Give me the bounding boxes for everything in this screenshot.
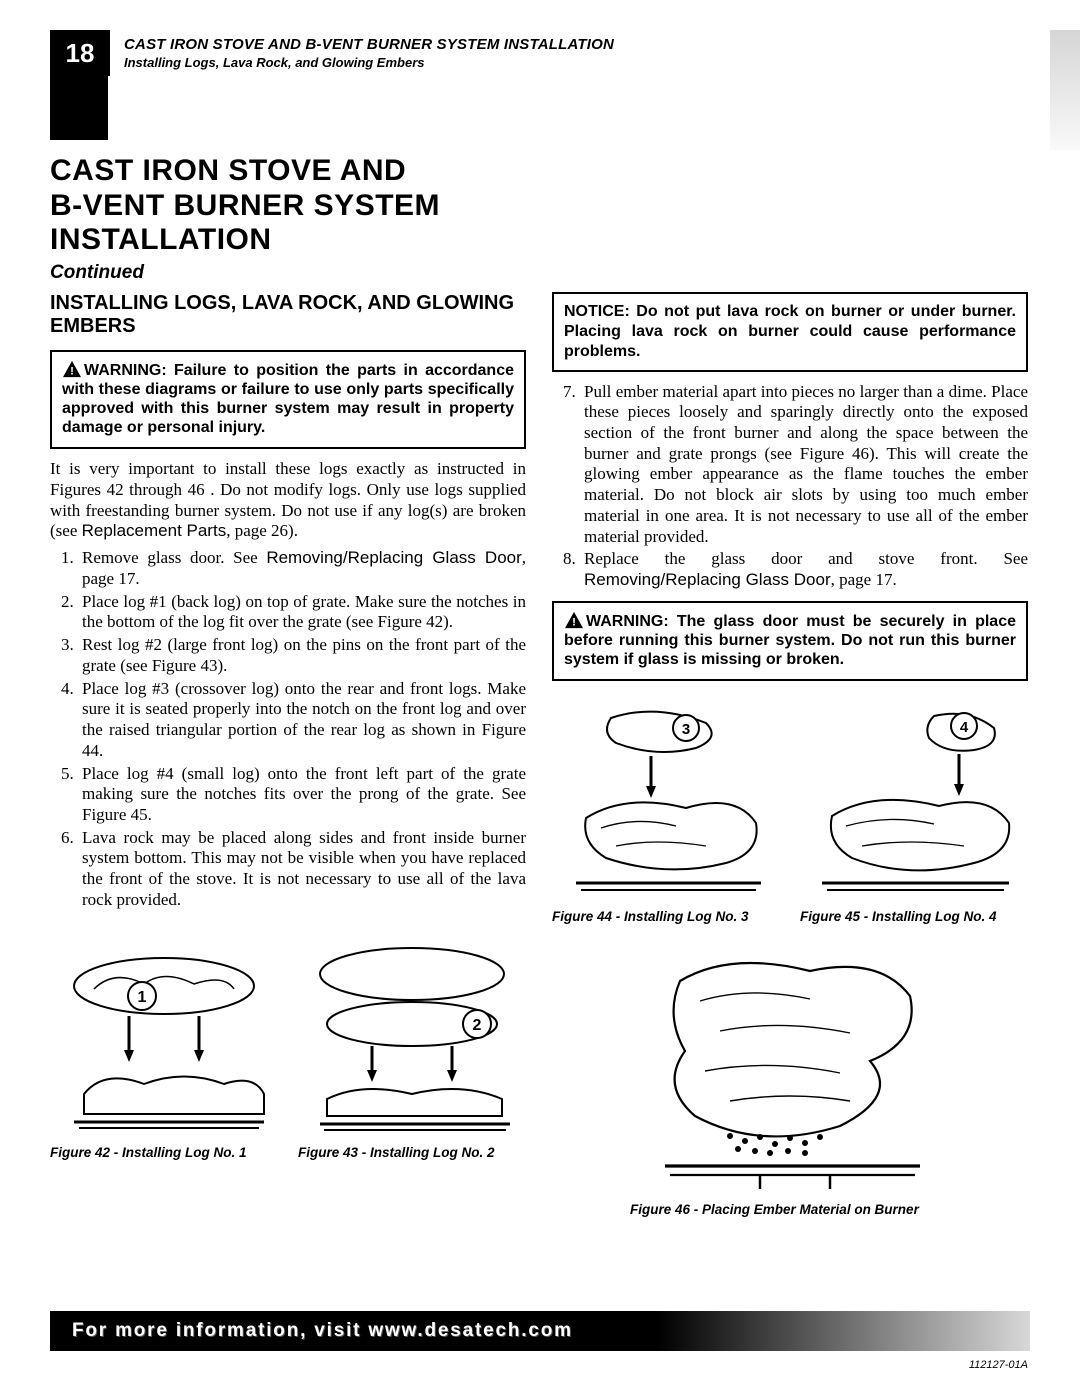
running-header-title: CAST IRON STOVE AND B-VENT BURNER SYSTEM… [124, 36, 1030, 53]
step-5-text: Place log #4 (small log) onto the front … [82, 764, 526, 824]
warning-box-2: ! WARNING: The glass door must be secure… [552, 601, 1028, 682]
figure-row-left: 1 Figure 42 - Installing Log No. 1 [50, 929, 526, 1161]
fig44-label-3: 3 [682, 721, 690, 738]
figure-43-caption: Figure 43 - Installing Log No. 2 [298, 1145, 526, 1161]
warning-2-text: ! WARNING: The glass door must be secure… [564, 611, 1016, 670]
figure-43-image: 2 [298, 929, 526, 1139]
figure-42-image: 1 [50, 929, 278, 1139]
footer-text: For more information, visit www.desatech… [72, 1320, 573, 1342]
content-columns: INSTALLING LOGS, LAVA ROCK, AND GLOWING … [50, 292, 1030, 1218]
intro-tail: , page 26). [226, 521, 298, 540]
figure-row-right-1: 3 Figure 44 - Installing Log No. 3 [552, 693, 1028, 925]
page-number-box: 18 [50, 30, 110, 76]
figure-45: 4 Figure 45 - Installing Log No. 4 [800, 693, 1028, 925]
main-title-line2: B-VENT BURNER SYSTEM [50, 189, 440, 222]
step-6-text: Lava rock may be placed along sides and … [82, 828, 526, 909]
right-column: NOTICE: Do not put lava rock on burner o… [552, 292, 1028, 1218]
warning-1-label: WARNING: [84, 362, 167, 379]
svg-text:!: ! [572, 617, 576, 629]
figure-44-image: 3 [552, 693, 780, 903]
step-2-text: Place log #1 (back log) on top of grate.… [82, 592, 526, 632]
step-3: Rest log #2 (large front log) on the pin… [78, 635, 526, 676]
step-8-ref: Removing/Replacing Glass Door [584, 570, 831, 589]
step-8-post: , page 17. [831, 570, 897, 589]
intro-ref: Replacement Parts [82, 521, 227, 540]
step-5: Place log #4 (small log) onto the front … [78, 764, 526, 826]
notice-box: NOTICE: Do not put lava rock on burner o… [552, 292, 1028, 372]
fig43-label-2: 2 [473, 1017, 482, 1034]
header-text: CAST IRON STOVE AND B-VENT BURNER SYSTEM… [110, 30, 1030, 76]
figure-42: 1 Figure 42 - Installing Log No. 1 [50, 929, 278, 1161]
right-edge-gradient [1050, 30, 1080, 150]
steps-list-right: Pull ember material apart into pieces no… [552, 382, 1028, 591]
figure-42-caption: Figure 42 - Installing Log No. 1 [50, 1145, 278, 1161]
warning-box-1: ! WARNING: Failure to position the parts… [50, 350, 526, 450]
svg-text:!: ! [70, 365, 74, 377]
title-block: CAST IRON STOVE AND B-VENT BURNER SYSTEM… [50, 154, 540, 284]
warning-1-text: ! WARNING: Failure to position the parts… [62, 360, 514, 438]
figure-45-image: 4 [800, 693, 1028, 903]
document-id: 112127-01A [969, 1359, 1028, 1371]
warning-2-label: WARNING: [586, 613, 669, 630]
step-1: Remove glass door. See Removing/Replacin… [78, 548, 526, 589]
figure-45-caption: Figure 45 - Installing Log No. 4 [800, 909, 1028, 925]
figure-46: Figure 46 - Placing Ember Material on Bu… [630, 936, 950, 1218]
running-header-subtitle: Installing Logs, Lava Rock, and Glowing … [124, 55, 1030, 70]
section-heading: INSTALLING LOGS, LAVA ROCK, AND GLOWING … [50, 292, 526, 338]
steps-list-left: Remove glass door. See Removing/Replacin… [50, 548, 526, 910]
figure-43: 2 Figure 43 - Installing Log No. 2 [298, 929, 526, 1161]
manual-page: 18 CAST IRON STOVE AND B-VENT BURNER SYS… [0, 0, 1080, 1397]
step-8: Replace the glass door and stove front. … [580, 549, 1028, 590]
figure-44: 3 Figure 44 - Installing Log No. 3 [552, 693, 780, 925]
intro-paragraph: It is very important to install these lo… [50, 459, 526, 542]
header-band: 18 CAST IRON STOVE AND B-VENT BURNER SYS… [50, 30, 1030, 76]
warning-icon: ! [62, 360, 82, 378]
step-7: Pull ember material apart into pieces no… [580, 382, 1028, 548]
continued-label: Continued [50, 262, 540, 284]
left-column: INSTALLING LOGS, LAVA ROCK, AND GLOWING … [50, 292, 526, 1218]
step-3-text: Rest log #2 (large front log) on the pin… [82, 635, 526, 675]
figure-44-caption: Figure 44 - Installing Log No. 3 [552, 909, 780, 925]
main-title-line3: INSTALLATION [50, 223, 272, 256]
page-header: 18 CAST IRON STOVE AND B-VENT BURNER SYS… [50, 30, 1030, 144]
main-title-line1: CAST IRON STOVE AND [50, 154, 406, 187]
main-title: CAST IRON STOVE AND B-VENT BURNER SYSTEM… [50, 154, 540, 258]
step-1-ref: Removing/Replacing Glass Door [266, 548, 521, 567]
fig45-label-4: 4 [960, 719, 969, 736]
step-4-text: Place log #3 (crossover log) onto the re… [82, 679, 526, 760]
footer-bar: For more information, visit www.desatech… [50, 1311, 1030, 1351]
fig42-label-1: 1 [138, 989, 147, 1006]
step-2: Place log #1 (back log) on top of grate.… [78, 592, 526, 633]
step-4: Place log #3 (crossover log) onto the re… [78, 679, 526, 762]
notice-text: NOTICE: Do not put lava rock on burner o… [564, 302, 1016, 362]
figure-46-caption: Figure 46 - Placing Ember Material on Bu… [630, 1202, 950, 1218]
figure-row-right-2: Figure 46 - Placing Ember Material on Bu… [552, 936, 1028, 1218]
step-8-pre: Replace the glass door and stove front. … [584, 549, 1028, 568]
page-number: 18 [66, 38, 95, 69]
step-7-text: Pull ember material apart into pieces no… [584, 382, 1028, 546]
figure-46-image [630, 936, 950, 1196]
step-6: Lava rock may be placed along sides and … [78, 828, 526, 911]
warning-icon: ! [564, 611, 584, 629]
step-1-pre: Remove glass door. See [82, 548, 266, 567]
